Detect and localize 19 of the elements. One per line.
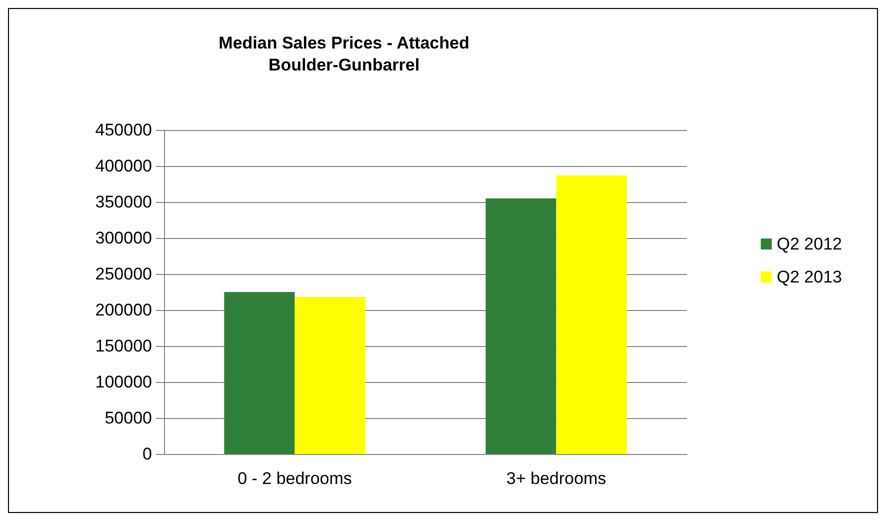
y-tick-label: 150000 xyxy=(95,336,152,356)
bar xyxy=(556,175,627,454)
chart-title: Median Sales Prices - Attached Boulder-Gunbarrel xyxy=(218,34,470,74)
bar xyxy=(294,297,366,454)
bar xyxy=(486,198,556,454)
bar xyxy=(224,292,295,454)
legend-label: Q2 2013 xyxy=(776,268,842,286)
y-tick-label: 50000 xyxy=(104,408,152,428)
y-tick-label: 450000 xyxy=(95,120,152,140)
y-tick-label: 0 xyxy=(142,444,152,464)
y-tick-label: 350000 xyxy=(95,192,152,212)
y-tick-label: 100000 xyxy=(95,372,152,392)
y-tick-label: 300000 xyxy=(95,228,152,248)
y-tick-label: 400000 xyxy=(95,156,152,176)
y-tick-label: 200000 xyxy=(95,300,152,320)
y-tick-label: 250000 xyxy=(95,264,152,284)
x-tick-label: 3+ bedrooms xyxy=(506,469,606,488)
x-tick-label: 0 - 2 bedrooms xyxy=(238,469,352,488)
legend-label: Q2 2012 xyxy=(776,234,842,254)
